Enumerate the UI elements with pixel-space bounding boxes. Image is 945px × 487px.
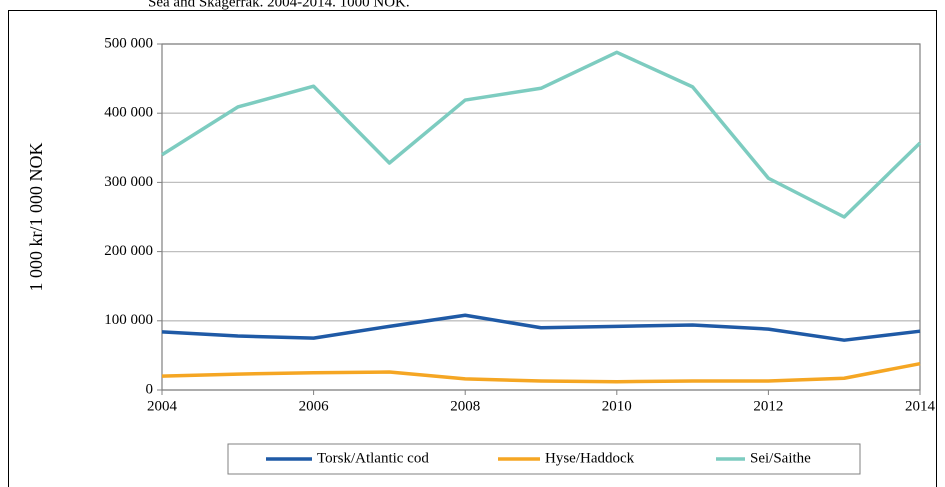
- x-tick-label: 2014: [905, 398, 936, 414]
- y-axis-label: 1 000 kr/1 000 NOK: [26, 143, 46, 292]
- legend-label: Hyse/Haddock: [545, 450, 635, 466]
- y-tick-label: 400 000: [104, 105, 153, 121]
- plot-frame: [161, 43, 921, 391]
- x-tick-label: 2012: [753, 398, 783, 414]
- legend-label: Sei/Saithe: [750, 450, 811, 466]
- legend-label: Torsk/Atlantic cod: [317, 450, 429, 466]
- y-tick-label: 200 000: [104, 243, 153, 259]
- y-tick-label: 100 000: [104, 312, 153, 328]
- y-tick-label: 500 000: [104, 35, 153, 51]
- line-series: [161, 313, 921, 342]
- chart-title: Sea and Skagerrak. 2004-2014. 1000 NOK.: [148, 0, 410, 10]
- outer-frame: [8, 10, 937, 487]
- x-tick-label: 2006: [299, 398, 330, 414]
- x-tick-label: 2010: [602, 398, 632, 414]
- line-series: [161, 50, 922, 219]
- y-tick-label: 300 000: [104, 174, 153, 190]
- y-tick-label: 0: [146, 381, 154, 397]
- line-series: [161, 361, 921, 384]
- legend-box: [227, 443, 861, 475]
- x-tick-label: 2004: [147, 398, 178, 414]
- x-tick-label: 2008: [450, 398, 480, 414]
